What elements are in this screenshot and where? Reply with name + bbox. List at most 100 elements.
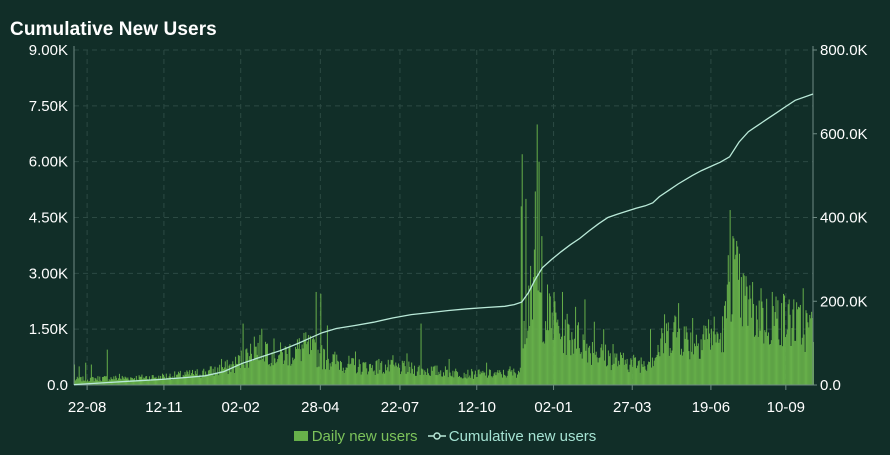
daily-bar <box>545 321 547 385</box>
daily-bar <box>271 352 273 385</box>
daily-bar <box>242 323 244 385</box>
daily-bar <box>345 367 347 385</box>
daily-bar <box>780 345 782 385</box>
daily-bar <box>632 366 634 385</box>
daily-bar <box>422 369 424 385</box>
daily-bar <box>384 364 386 385</box>
daily-bar <box>340 362 342 385</box>
daily-bar <box>445 369 447 385</box>
daily-bar <box>764 330 766 385</box>
daily-bar <box>532 319 533 385</box>
daily-bar <box>492 375 494 385</box>
daily-bar <box>696 345 698 385</box>
legend-item-daily[interactable]: Daily new users <box>293 428 418 445</box>
daily-bar <box>407 372 409 385</box>
daily-bar <box>156 378 158 385</box>
daily-bar <box>799 304 801 385</box>
daily-bar <box>790 345 792 385</box>
daily-bar <box>594 354 596 385</box>
daily-bar <box>390 359 392 385</box>
daily-bar <box>753 336 755 385</box>
daily-bar <box>485 375 487 385</box>
daily-bar <box>157 378 159 385</box>
daily-bar <box>737 246 739 385</box>
daily-bar <box>264 361 266 385</box>
daily-bar <box>399 367 400 385</box>
daily-bar <box>193 375 195 385</box>
daily-bar <box>229 364 231 385</box>
daily-bar <box>757 336 759 385</box>
daily-bar <box>432 366 434 385</box>
daily-bar <box>487 377 489 385</box>
daily-bar <box>471 368 473 385</box>
daily-bar <box>529 326 531 385</box>
daily-bar <box>648 361 650 385</box>
daily-bar <box>273 338 275 385</box>
daily-bar <box>534 191 536 385</box>
daily-bar <box>453 377 455 385</box>
daily-bar <box>468 377 470 385</box>
daily-bar <box>380 362 382 385</box>
daily-bar <box>463 372 465 385</box>
daily-bar <box>436 365 438 385</box>
daily-bar <box>401 360 403 385</box>
daily-bar <box>92 377 94 385</box>
daily-bar <box>768 332 770 385</box>
daily-bar <box>245 349 247 385</box>
daily-bar <box>222 368 224 385</box>
daily-bar <box>517 370 519 385</box>
daily-bar <box>368 371 370 385</box>
daily-bar <box>762 307 764 385</box>
daily-bar <box>339 369 341 385</box>
daily-bar <box>556 322 558 385</box>
daily-bar <box>124 376 126 385</box>
daily-bar <box>514 372 516 385</box>
daily-bar <box>154 377 156 385</box>
daily-bar <box>331 361 333 385</box>
daily-bar <box>406 353 408 385</box>
daily-bar <box>509 366 511 385</box>
daily-bar <box>600 347 602 385</box>
legend-item-cumulative[interactable]: Cumulative new users <box>427 428 596 445</box>
daily-bar <box>635 357 637 385</box>
daily-bar <box>367 374 369 385</box>
daily-bar <box>469 375 471 385</box>
daily-bar <box>105 376 107 385</box>
daily-bar <box>443 372 445 385</box>
daily-bar <box>653 360 655 385</box>
daily-bar <box>786 329 788 385</box>
daily-bar <box>199 374 201 385</box>
daily-bar <box>466 378 468 385</box>
daily-bar <box>667 322 669 385</box>
daily-bar <box>524 344 526 385</box>
daily-bar <box>546 284 548 385</box>
daily-bar <box>512 375 514 385</box>
daily-bar <box>549 296 551 385</box>
daily-bar <box>644 366 646 385</box>
daily-bar <box>354 351 356 385</box>
daily-bar <box>414 375 416 385</box>
daily-bar <box>641 364 643 385</box>
daily-bar <box>619 364 621 385</box>
daily-bar <box>552 339 554 385</box>
daily-bar <box>319 353 321 385</box>
daily-bar <box>621 358 623 385</box>
daily-bar <box>531 286 533 385</box>
daily-bar <box>144 378 146 385</box>
daily-bar <box>627 369 629 385</box>
daily-bar <box>439 373 441 385</box>
daily-bar <box>263 355 265 385</box>
daily-bar <box>759 330 761 385</box>
daily-bar <box>504 375 506 385</box>
daily-bar <box>760 288 762 385</box>
daily-bar <box>735 254 737 385</box>
daily-bar <box>259 334 261 385</box>
daily-bar <box>291 363 293 385</box>
daily-bar <box>785 334 787 385</box>
daily-bar <box>555 312 557 385</box>
daily-bar <box>752 281 754 385</box>
daily-bar <box>334 351 336 385</box>
daily-bar <box>332 354 334 385</box>
daily-bar <box>578 348 580 385</box>
daily-bar <box>517 374 519 385</box>
